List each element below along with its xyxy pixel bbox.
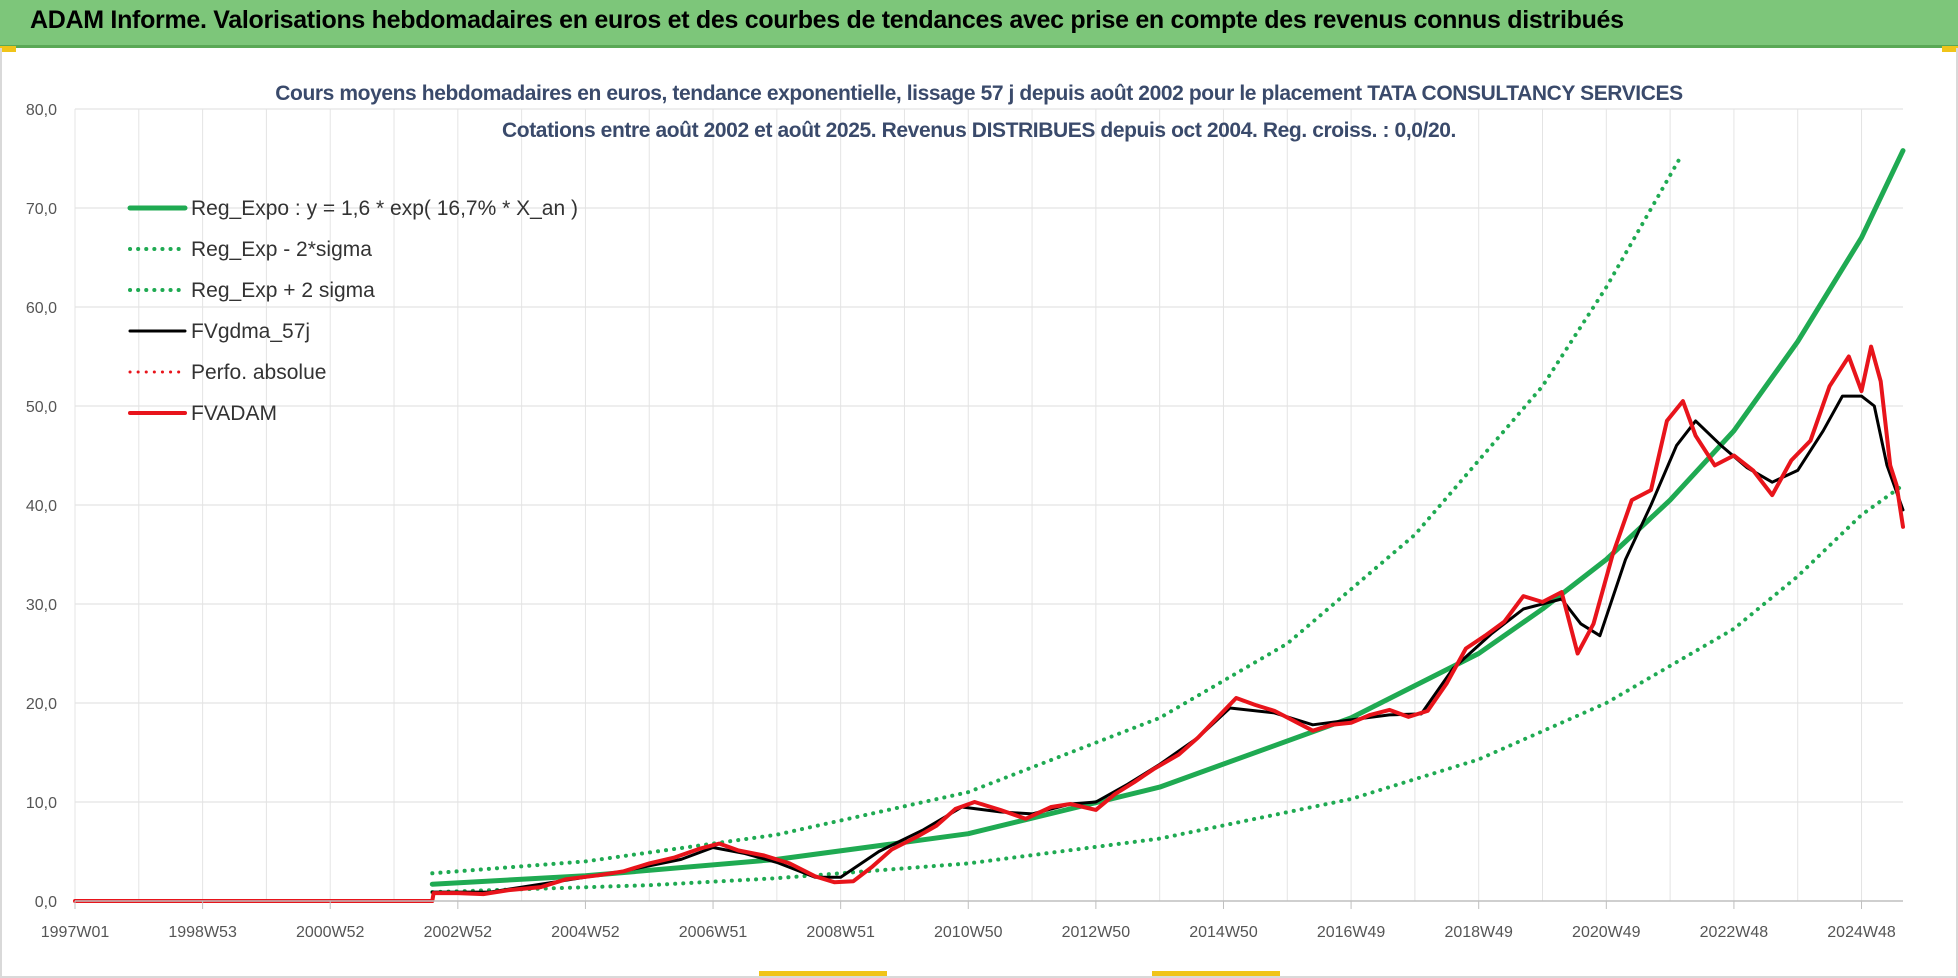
series-layer — [73, 148, 1906, 903]
x-tick-label: 2010W50 — [934, 924, 1003, 941]
x-tick-label: 2024W48 — [1827, 924, 1896, 941]
x-tick-label: 2016W49 — [1317, 924, 1386, 941]
y-tick-label: 50,0 — [26, 399, 57, 416]
chart-subtitle: Cotations entre août 2002 et août 2025. … — [502, 119, 1456, 142]
x-tick-label: 1998W53 — [168, 924, 237, 941]
corner-marker-left — [0, 46, 16, 52]
x-tick-label: 2014W50 — [1189, 924, 1258, 941]
x-tick-label: 2022W48 — [1700, 924, 1769, 941]
x-tick-label: 2018W49 — [1444, 924, 1513, 941]
y-tick-label: 30,0 — [26, 597, 57, 614]
x-tick-label: 2006W51 — [679, 924, 748, 941]
series-line-1 — [430, 483, 1905, 895]
y-tick-label: 60,0 — [26, 300, 57, 317]
x-tick-label: 2012W50 — [1062, 924, 1131, 941]
y-tick-label: 20,0 — [26, 696, 57, 713]
bottom-marker — [1152, 971, 1280, 976]
x-tick-label: 2008W51 — [806, 924, 875, 941]
legend-label: FVADAM — [191, 402, 277, 425]
y-tick-label: 70,0 — [26, 201, 57, 218]
legend-label: Reg_Exp - 2*sigma — [191, 238, 372, 261]
x-tick-label: 2020W49 — [1572, 924, 1641, 941]
chart-frame — [0, 48, 1958, 978]
series-line-3 — [430, 394, 1905, 894]
bottom-marker — [759, 971, 887, 976]
corner-marker-right — [1942, 46, 1958, 52]
legend: Reg_Expo : y = 1,6 * exp( 16,7% * X_an )… — [127, 197, 578, 425]
legend-label: Perfo. absolue — [191, 361, 326, 384]
y-tick-label: 0,0 — [35, 894, 57, 911]
legend-label: Reg_Exp + 2 sigma — [191, 279, 375, 302]
series-line-5 — [73, 344, 1905, 903]
legend-label: Reg_Expo : y = 1,6 * exp( 16,7% * X_an ) — [191, 197, 578, 220]
page-title: ADAM Informe. Valorisations hebdomadaire… — [30, 6, 1624, 34]
x-tick-label: 2000W52 — [296, 924, 365, 941]
x-tick-label: 2002W52 — [424, 924, 493, 941]
series-line-2 — [430, 156, 1682, 876]
y-tick-label: 40,0 — [26, 498, 57, 515]
series-line-0 — [429, 148, 1906, 887]
chart-title: Cours moyens hebdomadaires en euros, ten… — [275, 82, 1683, 105]
axes: 0,0 10,0 20,0 30,0 40,0 50,0 60,0 70,0 80,0 1997W… — [26, 102, 1903, 941]
legend-label: FVgdma_57j — [191, 320, 310, 343]
x-tick-label: 1997W01 — [41, 924, 110, 941]
header-banner: ADAM Informe. Valorisations hebdomadaire… — [0, 0, 1958, 48]
y-tick-label: 10,0 — [26, 795, 57, 812]
x-tick-label: 2004W52 — [551, 924, 620, 941]
y-tick-label: 80,0 — [26, 102, 57, 119]
